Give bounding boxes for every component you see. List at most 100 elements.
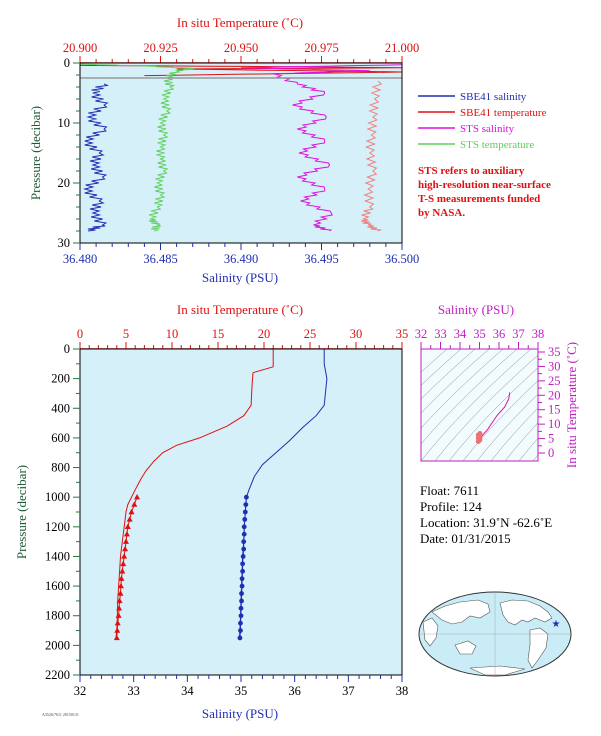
tick-label: 10 (166, 327, 179, 341)
top-panel: In situ Temperature (˚C) 20.900 20.925 20.… (28, 15, 551, 285)
temperature-marker (128, 508, 135, 515)
top-panel-pressure-title: Pressure (decibar) (28, 106, 43, 200)
tick-label: 36 (288, 684, 301, 698)
salinity-marker (240, 568, 246, 574)
temperature-marker (117, 582, 124, 589)
ts-panel-salinity-ticks: 32 33 34 35 36 37 38 (415, 327, 545, 349)
salinity-marker (237, 635, 243, 641)
top-panel-temp-ticks: 20.900 20.925 20.950 20.975 21.000 (63, 41, 419, 64)
tick-label: 35 (548, 345, 561, 359)
tick-label: 20.950 (224, 41, 258, 55)
map-graticule (419, 592, 571, 676)
temperature-marker (134, 493, 141, 500)
tick-label: 25 (304, 327, 317, 341)
south-america-shape (527, 627, 549, 669)
tick-label: 1800 (45, 609, 70, 623)
float-location-marker: ★ (552, 619, 561, 630)
tick-label: 20 (548, 388, 561, 402)
float-id: Float: 7611 (420, 483, 479, 498)
density-contour (421, 349, 504, 429)
temperature-marker (113, 634, 120, 641)
salinity-marker (239, 576, 245, 582)
sts-note-line-4: by NASA. (418, 207, 465, 219)
temperature-marker (122, 545, 129, 552)
tick-label: 36.485 (143, 252, 177, 266)
tick-label: 20.975 (304, 41, 338, 55)
tick-label: 36.495 (304, 252, 338, 266)
top-panel-legend: SBE41 salinity SBE41 temperature STS salin… (418, 91, 547, 151)
ts-panel-density-contours (421, 349, 538, 461)
temperature-marker (116, 597, 123, 604)
tick-label: 5 (548, 432, 554, 446)
tick-label: 35 (473, 327, 486, 341)
legend-label: STS salinity (460, 123, 515, 135)
tick-label: 10 (548, 417, 561, 431)
sts-note-line-1: STS refers to auxiliary (418, 165, 525, 177)
tick-label: 30 (548, 359, 561, 373)
float-info: Float: 7611 Profile: 124 Location: 31.9˚… (420, 483, 552, 546)
tick-label: 34 (181, 684, 194, 698)
density-contour (448, 367, 538, 461)
main-panel-pressure-ticks: 0 200 400 600 800 1000 1200 1400 1600 1800 2000 220… (45, 342, 80, 682)
top-panel-temp-title: In situ Temperature (˚C) (177, 15, 303, 30)
main-panel-temp-ticks: 0 5 10 15 20 25 30 35 (77, 327, 408, 350)
salinity-marker (240, 554, 246, 559)
tick-label: 1000 (45, 490, 70, 504)
top-panel-plot-area (80, 63, 402, 243)
asia-shape (431, 599, 491, 625)
tick-label: 38 (532, 327, 545, 341)
main-panel-temp-title: In situ Temperature (˚C) (177, 302, 303, 317)
ts-panel-series (475, 392, 511, 444)
salinity-marker (241, 524, 247, 530)
legend-label: STS temperature (460, 139, 534, 151)
main-panel-pressure-title: Pressure (decibar) (14, 465, 29, 559)
temperature-marker (118, 575, 125, 581)
africa-shape (422, 617, 439, 647)
profile-number: Profile: 124 (420, 499, 482, 514)
tick-label: 25 (548, 374, 561, 388)
tick-label: 400 (51, 401, 70, 415)
tick-label: 30 (58, 236, 71, 250)
tick-label: 800 (51, 461, 70, 475)
tick-label: 0 (548, 446, 554, 460)
tick-label: 20 (58, 176, 71, 190)
sts-note-line-2: high-resolution near-surface (418, 179, 551, 191)
tick-label: 32 (415, 327, 428, 341)
density-contour (462, 380, 538, 461)
legend-label: SBE41 salinity (460, 91, 527, 103)
world-map: ★ (418, 591, 572, 677)
tick-label: 1400 (45, 549, 70, 563)
density-contour (421, 349, 462, 386)
salinity-marker (242, 509, 248, 515)
tick-label: 33 (434, 327, 447, 341)
ts-panel-salinity-title: Salinity (PSU) (438, 302, 514, 317)
tick-label: 2000 (45, 638, 70, 652)
salinity-marker (239, 583, 245, 589)
main-panel-series-line (115, 349, 274, 639)
salinity-marker (238, 628, 243, 633)
top-panel-series-line (80, 63, 195, 232)
tick-label: 0 (64, 342, 70, 356)
density-contour (434, 354, 538, 461)
tick-label: 600 (51, 431, 70, 445)
temperature-marker (131, 501, 138, 507)
temperature-marker (124, 523, 131, 530)
salinity-marker (240, 561, 246, 567)
density-contour (421, 349, 532, 461)
temperature-marker (121, 553, 128, 559)
tick-label: 38 (396, 684, 409, 698)
tick-label: 20.925 (143, 41, 177, 55)
tick-label: 1600 (45, 579, 70, 593)
temperature-marker (114, 619, 121, 626)
tick-label: 37 (512, 327, 525, 341)
top-panel-series-line (80, 64, 402, 77)
top-panel-series-line (360, 80, 383, 232)
footer-code: A3526/7611 20150131 (42, 712, 79, 717)
ts-deep-marker (477, 430, 483, 436)
tick-label: 20.900 (63, 41, 97, 55)
ts-panel-plot-area (421, 349, 538, 461)
main-panel-salinity-ticks: 32 33 34 35 36 37 38 (74, 675, 409, 698)
salinity-marker (238, 613, 244, 619)
main-panel: In situ Temperature (˚C) 0 5 10 15 20 25 30 35 … (14, 302, 408, 721)
